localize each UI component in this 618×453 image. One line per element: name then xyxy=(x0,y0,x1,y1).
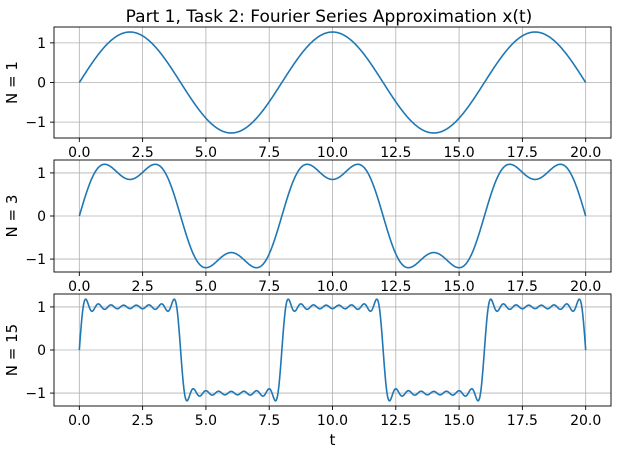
y-tick-label: 0 xyxy=(37,209,46,225)
y-tick-label: −1 xyxy=(25,115,46,131)
y-axis-label: N = 15 xyxy=(3,324,21,376)
x-tick-label: 0.0 xyxy=(68,145,90,161)
y-tick-label: −1 xyxy=(25,252,46,268)
x-tick-label: 2.5 xyxy=(131,145,153,161)
subplot-3: 0.0 2.5 5.0 7.5 10.0 12.5 15.0 17.5 20.0 −1 0 1 N = … xyxy=(3,293,612,449)
x-tick-label: 0.0 xyxy=(68,279,90,295)
series-line-n1 xyxy=(78,31,587,134)
x-tick-label: 20.0 xyxy=(570,413,601,429)
subplot-1: 0.0 2.5 5.0 7.5 10.0 12.5 15.0 17.5 20.0 −1 0 1 N = … xyxy=(3,26,612,161)
x-tick-label: 5.0 xyxy=(195,279,217,295)
y-tick-label: 1 xyxy=(37,166,46,182)
x-tick-label: 12.5 xyxy=(380,413,411,429)
y-tick-label: 0 xyxy=(37,76,46,92)
x-tick-label: 12.5 xyxy=(380,279,411,295)
x-tick-label: 0.0 xyxy=(68,413,90,429)
x-tick-label: 2.5 xyxy=(131,413,153,429)
y-tick-label: 0 xyxy=(37,343,46,359)
x-tick-label: 20.0 xyxy=(570,145,601,161)
x-tick-label: 7.5 xyxy=(258,413,280,429)
x-axis-label: t xyxy=(330,431,336,449)
x-tick-label: 10.0 xyxy=(317,145,348,161)
x-tick-label: 7.5 xyxy=(258,145,280,161)
x-tick-label: 17.5 xyxy=(507,279,538,295)
chart-title: Part 1, Task 2: Fourier Series Approxima… xyxy=(126,7,533,27)
x-tick-label: 15.0 xyxy=(444,279,475,295)
y-tick-label: −1 xyxy=(25,386,46,402)
y-tick-label: 1 xyxy=(37,300,46,316)
x-tick-label: 5.0 xyxy=(195,145,217,161)
series-line-n15 xyxy=(78,298,587,402)
series-line-n3 xyxy=(78,163,587,269)
x-tick-label: 15.0 xyxy=(444,413,475,429)
x-tick-label: 5.0 xyxy=(195,413,217,429)
x-tick-label: 10.0 xyxy=(317,413,348,429)
y-axis-label: N = 1 xyxy=(3,61,21,104)
x-tick-label: 2.5 xyxy=(131,279,153,295)
x-tick-label: 17.5 xyxy=(507,413,538,429)
x-tick-label: 17.5 xyxy=(507,145,538,161)
x-tick-label: 20.0 xyxy=(570,279,601,295)
subplot-2: 0.0 2.5 5.0 7.5 10.0 12.5 15.0 17.5 20.0 −1 0 1 N = … xyxy=(3,159,612,295)
x-tick-label: 12.5 xyxy=(380,145,411,161)
y-axis-label: N = 3 xyxy=(3,195,21,238)
x-tick-label: 15.0 xyxy=(444,145,475,161)
y-tick-label: 1 xyxy=(37,36,46,52)
x-tick-label: 10.0 xyxy=(317,279,348,295)
x-tick-label: 7.5 xyxy=(258,279,280,295)
